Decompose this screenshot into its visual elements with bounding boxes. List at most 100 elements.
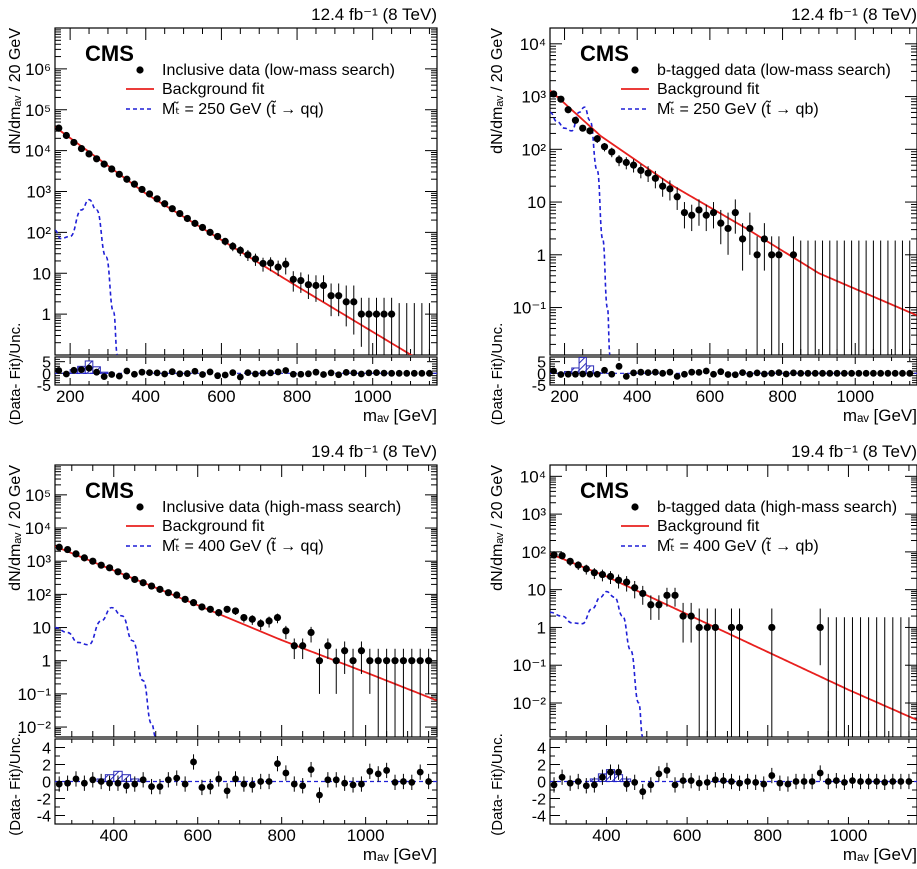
data-point	[566, 557, 574, 565]
data-point	[131, 575, 139, 584]
ratio-point	[582, 782, 590, 790]
data-point	[307, 628, 315, 637]
x-tick-label: 800	[267, 826, 295, 845]
ratio-point	[153, 369, 161, 377]
y-tick-label: 10⁻²	[17, 718, 51, 737]
ratio-point	[229, 369, 237, 377]
y-tick-label: 1	[537, 246, 546, 265]
ratio-point	[108, 371, 116, 378]
ratio-point	[341, 779, 349, 787]
x-axis-title: mₐᵥ [GeV]	[843, 406, 917, 425]
ratio-point	[855, 369, 863, 377]
data-point	[77, 144, 86, 153]
upper-plot-area	[550, 89, 917, 355]
data-point	[181, 595, 189, 603]
upper-plot-area	[550, 551, 917, 737]
y-tick-label: 10⁴	[25, 519, 51, 538]
x-tick-label: 1000	[830, 826, 868, 845]
ratio-point	[305, 370, 312, 378]
x-tick-label: 200	[56, 387, 84, 406]
data-point	[558, 552, 566, 560]
data-point	[388, 310, 396, 318]
legend-data-marker	[136, 66, 144, 74]
data-point	[248, 615, 256, 623]
data-point	[391, 657, 399, 665]
ratio-point	[622, 372, 630, 380]
ratio-point	[265, 778, 273, 785]
ratio-point	[899, 369, 906, 377]
data-point	[221, 237, 229, 245]
x-tick-label: 1000	[347, 826, 385, 845]
data-point	[324, 642, 332, 650]
cms-label: CMS	[580, 478, 629, 503]
data-point	[299, 642, 307, 650]
y-tick-label: 10	[527, 193, 546, 212]
y-tick-label: 10⁴	[520, 467, 546, 486]
data-point	[259, 259, 267, 268]
ratio-point	[717, 368, 725, 376]
ratio-point	[62, 370, 70, 378]
x-axis-title: mₐᵥ [GeV]	[843, 845, 917, 864]
ratio-point	[426, 369, 433, 377]
data-point	[85, 150, 93, 158]
ratio-point	[388, 369, 396, 377]
data-point	[695, 623, 703, 632]
x-tick-label: 800	[768, 387, 796, 406]
data-point	[115, 170, 123, 178]
ratio-point	[564, 370, 572, 378]
ratio-point	[557, 371, 565, 378]
ratio-tick-label: 0	[42, 775, 51, 792]
ratio-point	[681, 370, 688, 378]
data-point	[550, 551, 558, 559]
ratio-axis-title: (Data- Fit)/Unc.	[489, 323, 506, 426]
ratio-point	[607, 768, 614, 776]
data-point	[206, 228, 214, 236]
x-tick-label: 400	[592, 826, 620, 845]
data-point	[702, 211, 710, 219]
legend-data-marker	[631, 66, 639, 74]
lumi-label: 12.4 fb⁻¹ (8 TeV)	[791, 5, 917, 24]
data-point	[55, 543, 63, 551]
ratio-point	[873, 778, 881, 785]
ratio-point	[753, 369, 761, 377]
y-tick-label: 10³	[26, 552, 51, 571]
ratio-point	[55, 780, 63, 788]
data-point	[231, 607, 240, 615]
ratio-point	[176, 370, 184, 378]
ratio-point	[906, 369, 914, 377]
data-point	[93, 155, 101, 163]
ratio-point	[905, 778, 913, 785]
data-point	[139, 579, 147, 587]
data-point	[145, 190, 154, 198]
ratio-point	[374, 770, 382, 778]
ratio-point	[289, 370, 297, 378]
legend-signal-label: Mₜ̃ = 400 GeV (t̃ → qb)	[657, 536, 819, 555]
ratio-point	[146, 369, 153, 377]
ratio-point	[574, 778, 582, 785]
ratio-axis-title: (Data- Fit)/Unc.	[7, 323, 24, 426]
ratio-axis-title: (Data- Fit)/Unc.	[489, 733, 506, 836]
legend-fit-label: Background fit	[162, 518, 265, 535]
data-point	[593, 135, 601, 143]
ratio-point	[267, 369, 274, 377]
data-point	[114, 568, 122, 576]
ratio-point	[80, 779, 88, 787]
upper-plot-area	[55, 543, 437, 737]
data-point	[768, 251, 776, 259]
upper-plot-area	[55, 124, 437, 355]
legend-fit-label: Background fit	[657, 81, 760, 98]
ratio-point	[558, 773, 566, 781]
ratio-point	[70, 366, 78, 374]
data-point	[357, 647, 366, 655]
data-point	[55, 124, 63, 132]
data-point	[622, 158, 630, 167]
ratio-point	[599, 773, 606, 781]
data-point	[327, 292, 335, 300]
ratio-point	[307, 766, 315, 773]
data-point	[350, 298, 358, 306]
data-point	[63, 545, 72, 554]
ratio-point	[215, 775, 223, 783]
ratio-point	[349, 781, 357, 789]
panel-btagged-high-mass: 19.4 fb⁻¹ (8 TeV) CMS 10⁻² 10⁻¹ 1 10 10² 10³ 10⁴…	[489, 442, 917, 864]
ratio-point	[232, 775, 239, 783]
